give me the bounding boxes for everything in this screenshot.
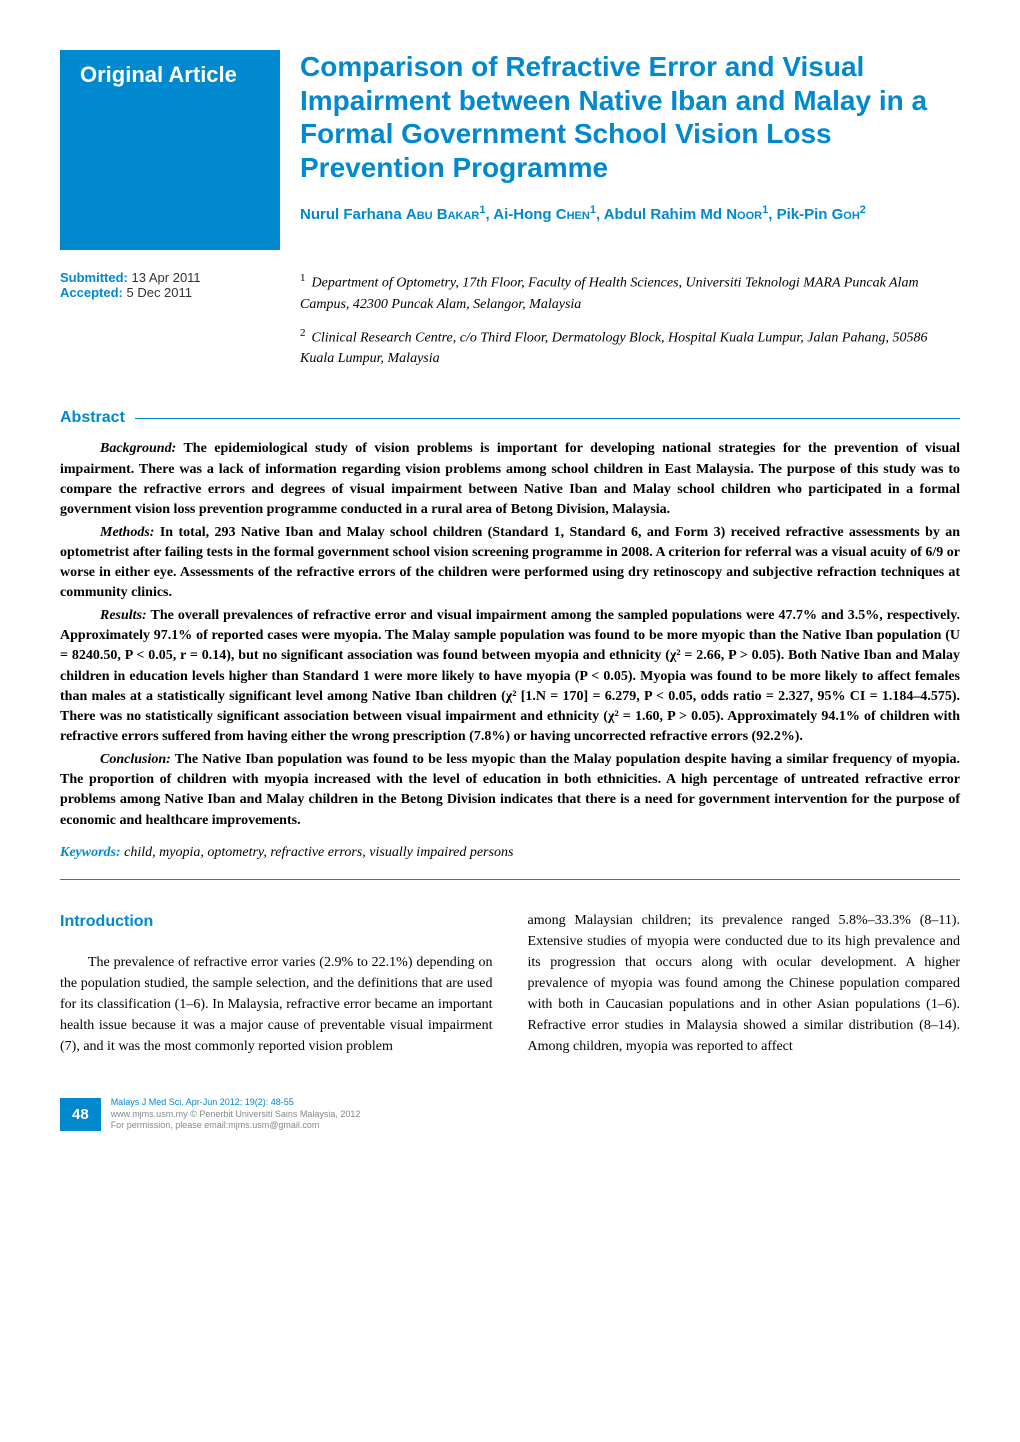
footer-text: Malays J Med Sci. Apr-Jun 2012; 19(2): 4… <box>111 1097 361 1132</box>
submitted-label: Submitted: <box>60 270 128 285</box>
authors-line: Nurul Farhana Abu Bakar1, Ai-Hong Chen1,… <box>300 202 960 227</box>
footer-citation: Malays J Med Sci. Apr-Jun 2012; 19(2): 4… <box>111 1097 361 1109</box>
accepted-date: 5 Dec 2011 <box>126 285 192 300</box>
accepted-label: Accepted: <box>60 285 123 300</box>
introduction-heading: Introduction <box>60 910 493 934</box>
submitted-date: 13 Apr 2011 <box>132 270 201 285</box>
background-text: The epidemiological study of vision prob… <box>60 441 960 517</box>
intro-column-right: among Malaysian children; its prevalence… <box>528 910 961 1057</box>
page-number-badge: 48 <box>60 1098 101 1131</box>
conclusion-label: Conclusion: <box>100 752 171 767</box>
article-type-badge: Original Article <box>60 50 280 250</box>
affiliations: 1Department of Optometry, 17th Floor, Fa… <box>300 270 960 379</box>
methods-label: Methods: <box>100 525 154 540</box>
background-label: Background: <box>100 441 176 456</box>
submission-info: Submitted: 13 Apr 2011 Accepted: 5 Dec 2… <box>60 270 300 379</box>
article-title: Comparison of Refractive Error and Visua… <box>300 50 960 184</box>
abstract-body: Background: The epidemiological study of… <box>60 439 960 831</box>
footer-permission: For permission, please email:mjms.usm@gm… <box>111 1120 361 1132</box>
affiliation-text: Clinical Research Centre, c/o Third Floo… <box>300 330 927 366</box>
page-footer: 48 Malays J Med Sci. Apr-Jun 2012; 19(2)… <box>60 1097 960 1132</box>
results-label: Results: <box>100 608 147 623</box>
abstract-heading: Abstract <box>60 409 960 427</box>
results-text: The overall prevalences of refractive er… <box>60 608 960 745</box>
keywords-line: Keywords: child, myopia, optometry, refr… <box>60 845 960 861</box>
conclusion-text: The Native Iban population was found to … <box>60 752 960 828</box>
affiliation-text: Department of Optometry, 17th Floor, Fac… <box>300 276 919 312</box>
intro-paragraph-left: The prevalence of refractive error varie… <box>60 952 493 1057</box>
intro-column-left: Introduction The prevalence of refractiv… <box>60 910 493 1057</box>
methods-text: In total, 293 Native Iban and Malay scho… <box>60 525 960 601</box>
keywords-text: child, myopia, optometry, refractive err… <box>124 845 513 860</box>
affiliation-num: 1 <box>300 272 306 284</box>
section-divider <box>60 879 960 880</box>
affiliation-num: 2 <box>300 327 306 339</box>
footer-copyright: www.mjms.usm.my © Penerbit Universiti Sa… <box>111 1109 361 1121</box>
keywords-label: Keywords: <box>60 845 121 860</box>
intro-paragraph-right: among Malaysian children; its prevalence… <box>528 910 961 1057</box>
